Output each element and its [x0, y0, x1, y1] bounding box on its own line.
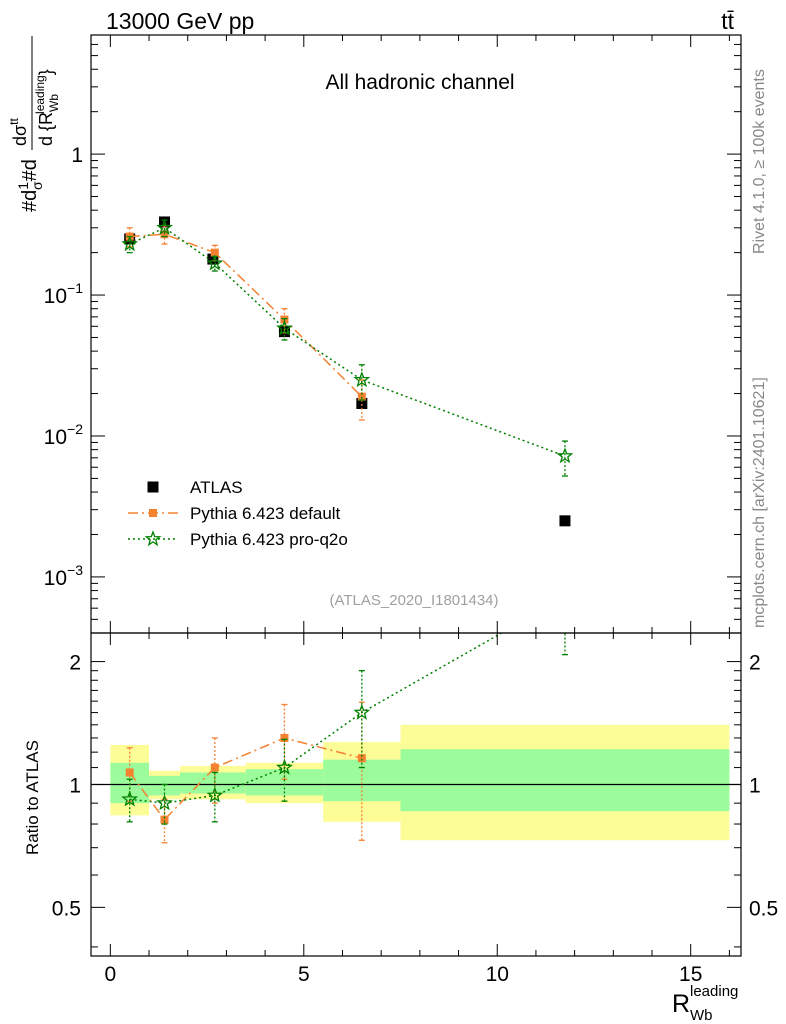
main-y-axis: 10−310−210−11: [44, 34, 741, 634]
ylabel-denominator: d {RWbleading}: [33, 69, 61, 146]
ratio-marker: [353, 703, 371, 720]
ratio-uncertainty-bands: [110, 724, 730, 841]
legend-label: ATLAS: [190, 478, 243, 497]
legend-label: Pythia 6.423 default: [190, 504, 341, 523]
y-tick-label-ratio-right: 1: [749, 774, 761, 797]
legend-label: Pythia 6.423 pro-q2o: [190, 530, 348, 549]
legend-entry: Pythia 6.423 pro-q2o: [128, 530, 348, 549]
x-tick-label: 10: [486, 963, 509, 986]
atlas-data-point: [559, 515, 571, 527]
y-tick-label-main: 10−3: [44, 562, 84, 590]
legend-marker-square: [149, 509, 157, 517]
ratio-series-star: [121, 590, 571, 825]
tick-exp: −1: [67, 280, 83, 296]
xlabel-base: R: [672, 990, 690, 1018]
y-tick-label-main: 10−1: [44, 280, 84, 308]
main-series: [121, 216, 574, 527]
series-marker: [556, 447, 574, 464]
ratio-marker: [121, 790, 139, 807]
y-tick-label-ratio: 1: [69, 774, 81, 797]
mcplots-label: mcplots.cern.ch [arXiv:2401.10621]: [751, 377, 768, 628]
tick-base: 10: [44, 285, 67, 308]
series-marker: [160, 230, 169, 239]
x-axis-label: R Wb leading: [672, 983, 738, 1024]
x-tick-label: 0: [105, 963, 117, 986]
y-tick-label-ratio: 0.5: [52, 897, 81, 920]
main-x-axis: [109, 35, 730, 633]
legend: ATLAS Pythia 6.423 default Pythia 6.423 pr…: [128, 478, 348, 549]
ratio-marker: [210, 763, 219, 772]
tick-base: 10: [44, 567, 67, 590]
y-tick-label-ratio: 2: [69, 652, 81, 675]
y-tick-label-ratio-right: 2: [749, 652, 761, 675]
series-line: [129, 226, 566, 457]
xlabel-sup: leading: [690, 983, 738, 1000]
ratio-plot-frame: [90, 632, 742, 957]
series-marker: [121, 235, 139, 252]
y-tick-label-ratio-right: 0.5: [749, 897, 778, 920]
ratio-marker: [160, 815, 169, 824]
series-marker: [353, 371, 371, 388]
ratio-marker: [357, 754, 366, 763]
x-tick-label: 15: [679, 963, 702, 986]
y-axis-label-main: #d1σ#d dσtt d {RWbleading}: [7, 36, 61, 212]
xlabel-sub: Wb: [690, 1007, 713, 1024]
atlas-data-point: [356, 398, 368, 410]
x-tick-label: 5: [298, 963, 310, 986]
ratio-marker: [280, 733, 289, 742]
energy-label: 13000 GeV pp: [106, 8, 254, 34]
ratio-panel: 0.5 0.5 1 1 2 2 0 5 10 15: [52, 590, 778, 986]
tick-base: 10: [44, 426, 67, 449]
legend-marker-square: [147, 481, 159, 493]
analysis-label: (ATLAS_2020_I1801434): [329, 592, 498, 609]
channel-title: All hadronic channel: [325, 71, 514, 94]
main-panel: All hadronic channel (ATLAS_2020_I180143…: [44, 34, 742, 634]
y-tick-label-main: 1: [71, 144, 83, 167]
series-marker: [210, 248, 219, 257]
atlas-data-point: [207, 253, 219, 265]
ratio-x-axis: 0 5 10 15: [105, 633, 730, 986]
series-line: [129, 233, 363, 398]
legend-entry: ATLAS: [147, 478, 243, 497]
ylabel-sigma: σ: [29, 181, 45, 190]
series-marker: [206, 254, 224, 271]
process-label: tt̄: [721, 8, 734, 34]
legend-marker-star: [144, 530, 162, 547]
legend-entry: Pythia 6.423 default: [128, 504, 341, 523]
ratio-band-inner: [400, 749, 730, 812]
series-square: [125, 225, 366, 421]
tick-exp: −3: [67, 562, 83, 578]
series-marker: [357, 392, 366, 401]
ratio-band-inner: [179, 772, 246, 794]
ylabel-frac: 1: [15, 182, 31, 190]
series-marker: [276, 319, 293, 336]
ylabel-part: #d: [19, 190, 41, 212]
ratio-marker: [558, 590, 571, 603]
series-marker: [156, 218, 173, 236]
ylabel-numerator: dσtt: [7, 118, 30, 146]
y-axis-label-ratio: Ratio to ATLAS: [23, 740, 42, 855]
ratio-y-axis: 0.5 0.5 1 1 2 2: [52, 652, 778, 948]
tick-exp: −2: [67, 421, 83, 437]
main-plot-frame: [90, 34, 742, 634]
series-star: [121, 218, 574, 477]
y-tick-label-main: 10−2: [44, 421, 84, 449]
ratio-marker: [125, 768, 134, 777]
ylabel-d: #d: [19, 159, 41, 181]
ratio-marker: [156, 794, 173, 811]
ratio-series: [121, 590, 571, 844]
y-axis-label-text: #d1σ#d: [15, 159, 45, 212]
ratio-marker: [206, 786, 224, 803]
rivet-label: Rivet 4.1.0, ≥ 100k events: [751, 69, 768, 254]
ratio-marker: [276, 758, 293, 775]
